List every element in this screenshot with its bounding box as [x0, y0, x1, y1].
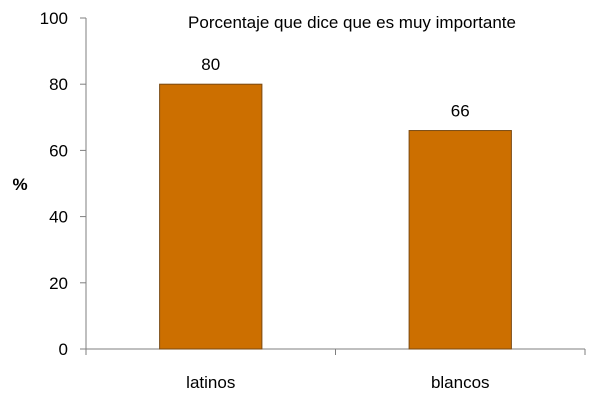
- y-tick-label: 80: [49, 75, 68, 94]
- y-tick-label: 40: [49, 208, 68, 227]
- y-tick-label: 20: [49, 274, 68, 293]
- y-tick-label: 60: [49, 141, 68, 160]
- plot-area: 0 20 40 60 80 100 80 latinos 66 blancos: [40, 9, 586, 392]
- chart-title: Porcentaje que dice que es muy important…: [188, 13, 516, 32]
- y-tick-label: 0: [59, 340, 68, 359]
- y-tick-label: 100: [40, 9, 68, 28]
- category-label-blancos: blancos: [431, 373, 490, 392]
- data-label-blancos: 66: [451, 102, 470, 121]
- y-axis-label: %: [12, 175, 27, 194]
- bar-latinos: [159, 83, 263, 350]
- bar-blancos: [408, 130, 512, 350]
- category-label-latinos: latinos: [186, 373, 235, 392]
- data-label-latinos: 80: [201, 55, 220, 74]
